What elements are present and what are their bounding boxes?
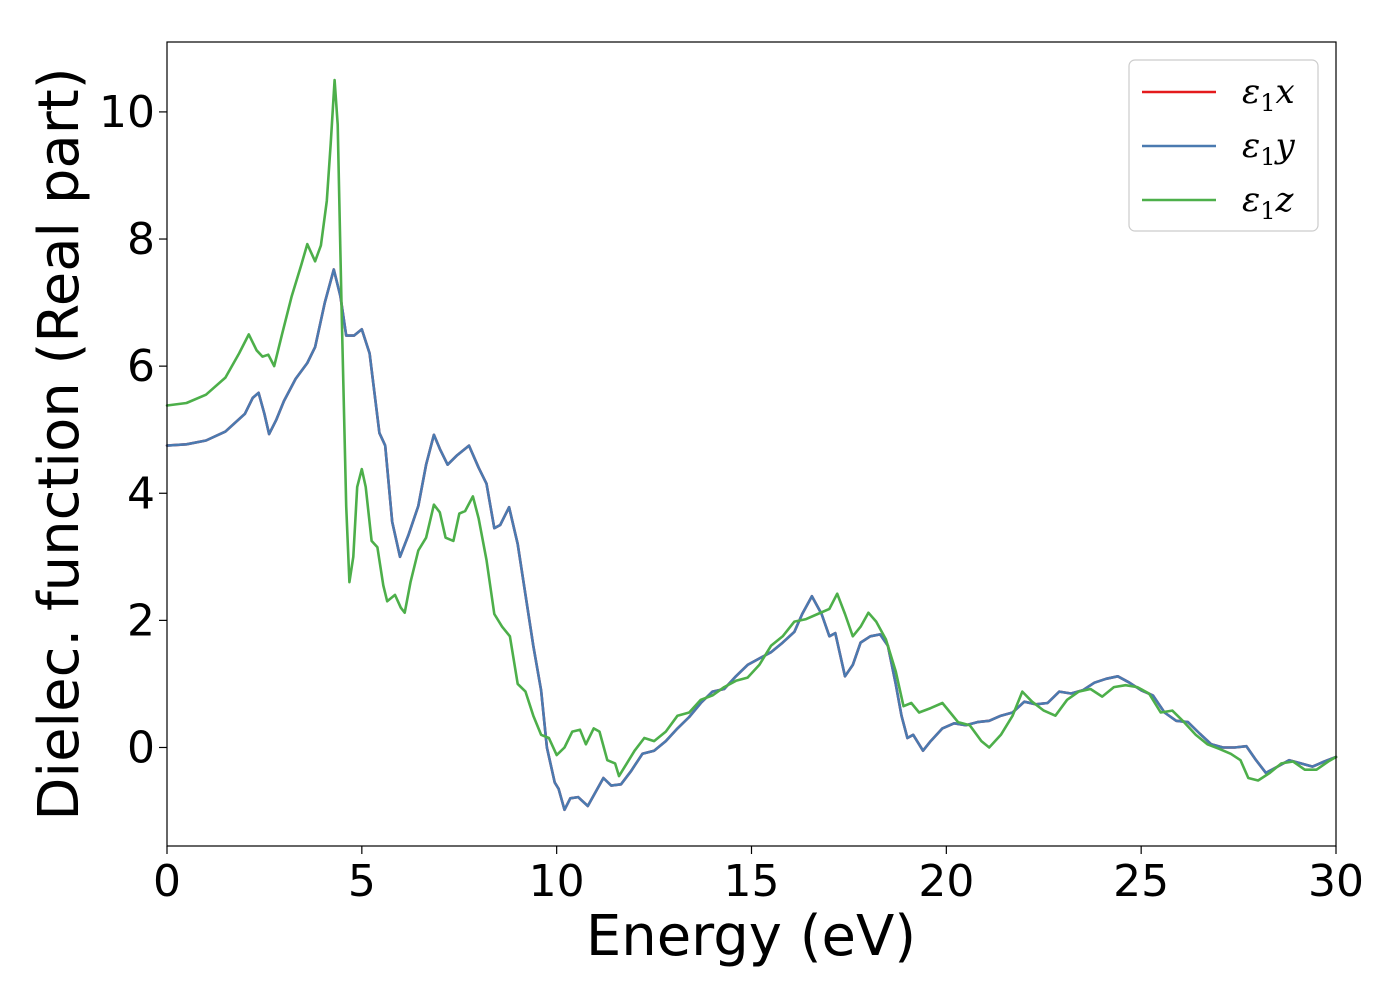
legend-symbol: ε [1242,126,1260,166]
x-tick-label: 20 [918,856,974,907]
legend-suffix: y [1274,126,1296,166]
series-line-2 [165,78,1338,782]
y-tick-label: 8 [127,214,155,265]
legend-suffix: z [1275,180,1295,220]
x-tick-label: 25 [1113,856,1169,907]
y-tick-label: 4 [127,468,155,519]
legend-symbol: ε [1242,180,1260,220]
x-tick-label: 0 [153,856,181,907]
legend-label-2: ε1z [1242,180,1295,225]
legend-symbol: ε [1242,72,1260,112]
x-tick-label: 15 [724,856,780,907]
y-tick-label: 10 [99,87,155,138]
y-axis-ticks: 0 2 4 6 8 10 [99,87,167,773]
series-layer [165,78,1338,812]
legend-subscript: 1 [1260,197,1275,225]
y-tick-label: 0 [127,722,155,773]
y-tick-label: 6 [127,341,155,392]
x-tick-label: 30 [1308,856,1364,907]
x-tick-label: 5 [348,856,376,907]
x-tick-label: 10 [529,856,585,907]
legend-subscript: 1 [1260,89,1275,117]
legend-subscript: 1 [1260,143,1275,171]
legend-label-1: ε1y [1242,126,1296,171]
y-tick-label: 2 [127,595,155,646]
legend-label-0: ε1x [1242,72,1295,117]
y-axis-title: Dielec. function (Real part) [27,67,92,820]
legend-box [1128,59,1319,232]
x-axis-ticks: 0 5 10 15 20 25 30 [153,846,1364,907]
x-axis-title: Energy (eV) [586,904,916,969]
legend-suffix: x [1276,72,1295,112]
